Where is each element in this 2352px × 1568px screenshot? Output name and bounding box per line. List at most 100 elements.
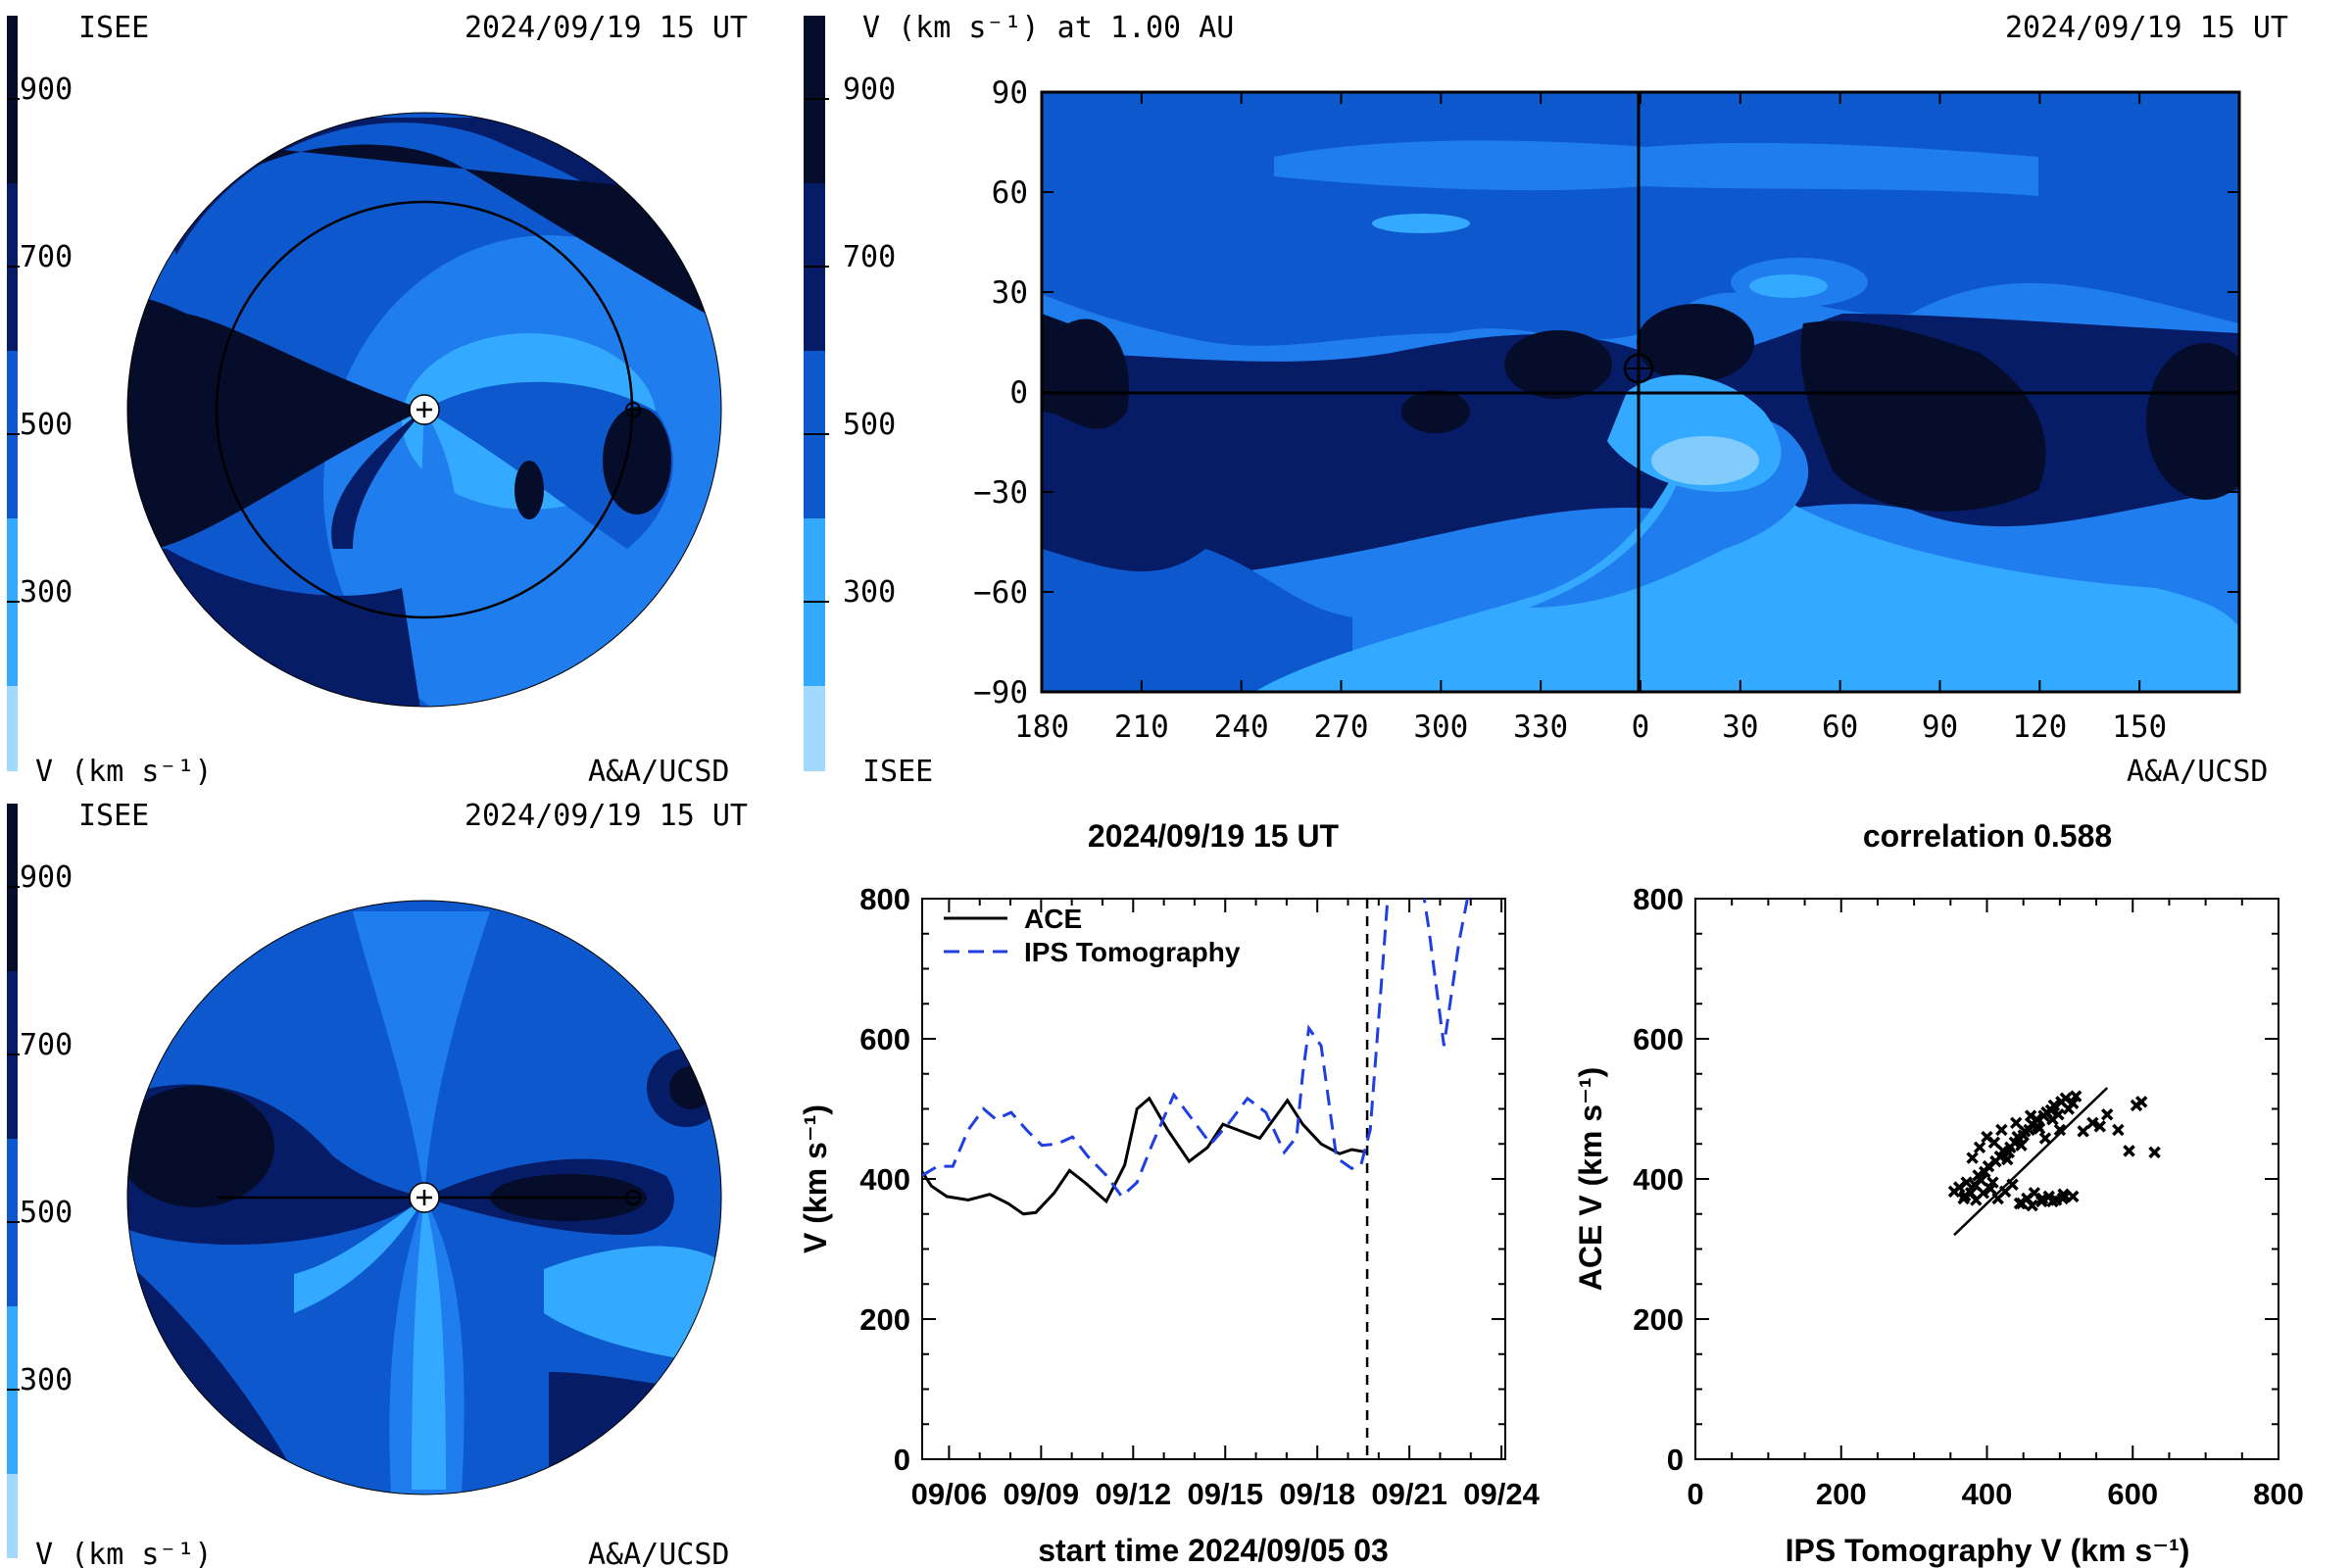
scatter-x-tick-label: 800 [2253,1477,2304,1511]
scatter-point [2053,1123,2067,1137]
map-y-tick-label: 90 [992,75,1028,111]
map-y-tick-label: 0 [1009,375,1028,411]
earth-marker [1623,353,1654,384]
scatter-point [1960,1176,1973,1189]
scatter-point [2035,1192,2049,1205]
colorbar-map [804,16,829,771]
series-line-ace [922,1096,1368,1216]
map-x-tick-label: 0 [1632,710,1650,745]
colorbar-top-left [7,16,20,771]
unit-label: V (km s⁻¹) [35,755,213,789]
scatter-point [2046,1112,2059,1126]
map-title: V (km s⁻¹) at 1.00 AU [862,11,1234,45]
scatter-point [2070,1090,2082,1102]
credit-label: A&A/UCSD [588,1538,730,1568]
scatter-point [2017,1129,2030,1142]
scatter-axis-ticks: 0 200 400 600 800 0 200 400 600 800 [1633,882,2304,1511]
scatter-point [2010,1116,2023,1130]
scatter-point [2015,1197,2029,1210]
colorbar-tick-700: 700 [843,240,896,274]
legend-label-ace: ACE [1024,904,1082,934]
series-line-ips-tomography [922,899,1469,1200]
scatter-point [1973,1141,1986,1154]
colorbar-tick-900: 900 [20,860,73,895]
panel-label-isee: ISEE [78,11,149,45]
scatter-point [2100,1107,2114,1121]
scatter-point [2006,1178,2019,1191]
map-y-tick-label: −30 [973,475,1028,511]
timeseries-y-tick-label: 200 [859,1302,910,1337]
scatter-title: correlation 0.588 [1863,818,2112,854]
map-x-tick-label: 150 [2112,710,2167,745]
scatter-point [2148,1146,2161,1159]
timeseries-x-tick-label: 09/09 [1004,1477,1080,1511]
panel-synoptic-map: 900 700 500 300 V (km s⁻¹) at 1.00 AU 20… [804,11,2288,789]
map-x-tick-label: 270 [1314,710,1369,745]
panel-scatter: correlation 0.588 0 200 400 600 800 0 200 400 60… [1573,818,2304,1568]
scatter-y-tick-label: 600 [1633,1022,1684,1056]
credit-label: A&A/UCSD [2127,755,2269,789]
scatter-point [2026,1199,2038,1212]
timeseries-y-tick-label: 600 [859,1022,910,1056]
colorbar-tick-700: 700 [20,1028,73,1062]
timeseries-x-tick-label: 09/24 [1463,1477,1540,1511]
panel-ecliptic-top: 900 700 500 300 ISEE 2024/09/19 15 UT V … [7,11,748,789]
scatter-point [2134,1096,2148,1108]
colorbar-tick-500: 500 [20,1196,73,1230]
map-x-tick-label: 330 [1513,710,1568,745]
timeseries-y-tick-label: 0 [894,1443,910,1477]
map-x-tick-label: 300 [1413,710,1468,745]
scatter-point [2067,1190,2080,1203]
scatter-point [2067,1097,2080,1110]
scatter-y-tick-label: 800 [1633,882,1684,916]
timeseries-y-tick-label: 400 [859,1162,910,1197]
panel-meridional-bottom: 900 700 500 300 ISEE 2024/09/19 15 UT V … [7,799,748,1568]
map-x-tick-label: 180 [1014,710,1069,745]
scatter-point [2047,1099,2061,1112]
timeseries-x-tick-label: 09/06 [911,1477,988,1511]
scatter-x-tick-label: 200 [1816,1477,1867,1511]
scatter-xlabel: IPS Tomography V (km s⁻¹) [1786,1533,2190,1568]
scatter-point [2032,1120,2044,1133]
scatter-point [1984,1182,1997,1196]
map-x-tick-label: 240 [1214,710,1269,745]
timeseries-ylabel: V (km s⁻¹) [798,1104,833,1253]
earth-marker [625,402,641,417]
scatter-point [1975,1174,1987,1187]
map-x-tick-label: 90 [1922,710,1958,745]
timeseries-x-tick-label: 09/18 [1279,1477,1355,1511]
scatter-point [1958,1189,1972,1202]
colorbar-tick-700: 700 [20,240,73,274]
colorbar-tick-300: 300 [20,1363,73,1397]
panel-timestamp: 2024/09/19 15 UT [465,11,748,45]
scatter-point [1987,1136,2001,1150]
map-x-tick-label: 210 [1114,710,1169,745]
scatter-point [1995,1123,2008,1137]
map-y-tick-label: −90 [973,675,1028,710]
timeseries-axis-ticks: 09/06 09/09 09/12 09/15 09/18 09/21 09/24 0 200 4… [859,882,1540,1511]
panel-timestamp: 2024/09/19 15 UT [465,799,748,833]
timeseries-title: 2024/09/19 15 UT [1088,818,1340,854]
scatter-point [2024,1109,2037,1122]
scatter-point [2046,1195,2059,1208]
scatter-point [2093,1120,2107,1133]
scatter-point [1977,1187,1990,1200]
colorbar-tick-900: 900 [843,73,896,107]
map-label-isee: ISEE [862,755,933,789]
timeseries-legend: ACE IPS Tomography [944,904,1241,967]
map-y-tick-label: 60 [992,175,1028,211]
timeseries-x-tick-label: 09/21 [1371,1477,1447,1511]
map-x-tick-label: 30 [1722,710,1758,745]
map-x-tick-label: 120 [2012,710,2067,745]
timeseries-x-tick-label: 09/12 [1096,1477,1172,1511]
scatter-point [1966,1152,1979,1164]
legend-label-ips: IPS Tomography [1024,937,1241,967]
scatter-point [2038,1132,2052,1145]
scatter-ylabel: ACE V (km s⁻¹) [1573,1067,1608,1291]
scatter-point [2112,1123,2125,1137]
colorbar-tick-300: 300 [20,575,73,610]
scatter-point [2077,1125,2089,1138]
panel-timeseries: 2024/09/19 15 UT 09/06 09/09 09/12 09/15 09/… [798,818,1541,1568]
scatter-point [2056,1192,2070,1205]
